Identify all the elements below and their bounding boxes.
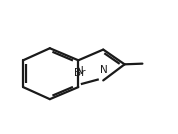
Text: N: N: [100, 65, 108, 75]
Text: N: N: [76, 66, 84, 76]
Text: Br: Br: [74, 68, 86, 78]
